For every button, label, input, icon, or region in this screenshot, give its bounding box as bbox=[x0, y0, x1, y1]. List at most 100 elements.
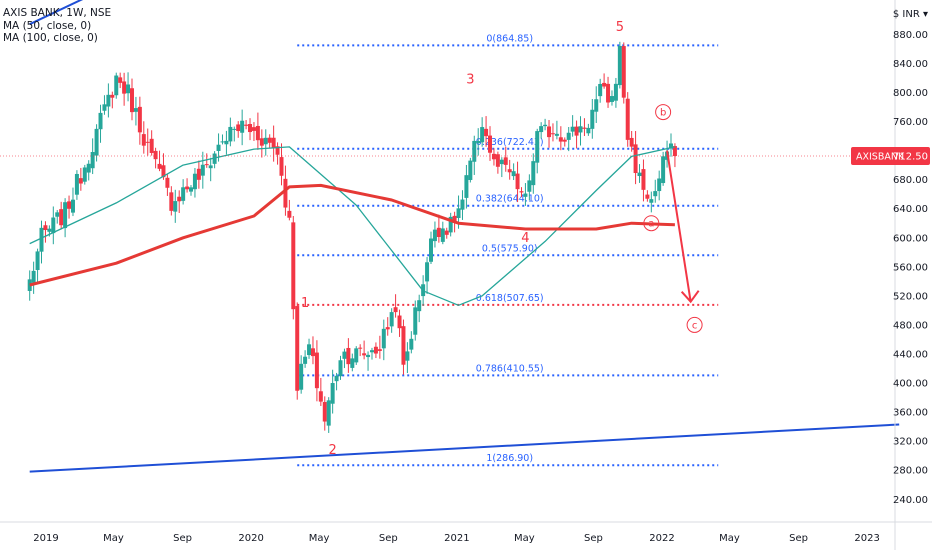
candle-body bbox=[543, 124, 548, 127]
candle bbox=[401, 319, 406, 375]
y-tick-label: 320.00 bbox=[893, 437, 928, 448]
currency-selector[interactable]: $ INR ▾ bbox=[893, 9, 928, 20]
candle bbox=[558, 126, 563, 151]
candle-body bbox=[637, 172, 642, 177]
candle-body bbox=[511, 171, 516, 177]
candle-body bbox=[145, 141, 150, 143]
candle-body bbox=[393, 307, 398, 313]
candle bbox=[625, 92, 630, 147]
candle bbox=[484, 116, 489, 147]
candle bbox=[161, 153, 166, 180]
y-tick-label: 560.00 bbox=[893, 262, 928, 273]
candle-body bbox=[118, 77, 123, 83]
candle bbox=[653, 179, 658, 203]
candle-body bbox=[129, 88, 134, 113]
candle bbox=[59, 201, 64, 230]
y-tick-label: 600.00 bbox=[893, 233, 928, 244]
candle-body bbox=[397, 315, 402, 329]
symbol-title[interactable]: AXIS BANK, 1W, NSE bbox=[3, 7, 112, 19]
candle bbox=[98, 104, 103, 143]
candle-body bbox=[51, 217, 56, 234]
candle-body bbox=[47, 228, 52, 232]
price-tag-bg bbox=[851, 147, 930, 166]
candle bbox=[606, 76, 611, 108]
candle-body bbox=[405, 351, 410, 361]
candle bbox=[255, 112, 260, 150]
candle-body bbox=[63, 202, 68, 229]
x-tick-label: Sep bbox=[173, 533, 192, 544]
x-tick-label: May bbox=[309, 533, 330, 544]
candle bbox=[129, 78, 134, 121]
candle bbox=[106, 83, 111, 118]
candle-body bbox=[621, 46, 626, 98]
ma100-legend[interactable]: MA (100, close, 0) bbox=[3, 32, 98, 44]
wave-label-1: 1 bbox=[301, 296, 309, 311]
candle-body bbox=[354, 348, 359, 363]
candle-body bbox=[649, 199, 654, 203]
candle bbox=[621, 42, 626, 104]
candle bbox=[326, 397, 331, 433]
candle bbox=[267, 134, 272, 149]
candle bbox=[480, 117, 485, 147]
candle bbox=[318, 377, 323, 407]
candle-body bbox=[78, 178, 83, 184]
candle-body bbox=[248, 124, 253, 133]
candle bbox=[523, 183, 528, 206]
candle bbox=[566, 127, 571, 152]
ma50-line bbox=[29, 146, 676, 306]
candle bbox=[212, 151, 217, 169]
candle-body bbox=[535, 131, 540, 163]
candle-body bbox=[212, 153, 217, 164]
candles-layer bbox=[27, 41, 677, 433]
candle-body bbox=[251, 127, 256, 131]
trendline-2 bbox=[29, 423, 900, 473]
candle-body bbox=[389, 312, 394, 327]
moving-averages-layer bbox=[29, 146, 676, 306]
candle bbox=[181, 179, 186, 205]
candle-body bbox=[472, 140, 477, 162]
candle-body bbox=[609, 96, 614, 102]
ma50-legend[interactable]: MA (50, close, 0) bbox=[3, 19, 92, 32]
candle-body bbox=[539, 126, 544, 133]
projection-arrow bbox=[666, 150, 700, 304]
x-tick-label: May bbox=[514, 533, 535, 544]
candle bbox=[499, 157, 504, 178]
candle bbox=[307, 338, 312, 359]
candle-body bbox=[440, 228, 445, 242]
candle-body bbox=[436, 227, 441, 238]
candle bbox=[381, 319, 386, 361]
candle-body bbox=[74, 173, 79, 195]
candle-body bbox=[598, 83, 603, 97]
candle-body bbox=[169, 192, 174, 211]
candle bbox=[287, 199, 292, 221]
fib-level-label: 0.5(575.90) bbox=[482, 243, 538, 254]
candle-body bbox=[94, 128, 99, 156]
trendlines-layer bbox=[29, 0, 900, 473]
candle-body bbox=[625, 98, 630, 140]
candle bbox=[629, 130, 634, 152]
candle bbox=[550, 123, 555, 142]
candle bbox=[141, 121, 146, 154]
candle-body bbox=[668, 143, 673, 149]
y-tick-label: 640.00 bbox=[893, 204, 928, 215]
candle bbox=[224, 130, 229, 155]
candle bbox=[637, 164, 642, 183]
candle-body bbox=[507, 169, 512, 173]
y-tick-label: 880.00 bbox=[893, 30, 928, 41]
candle bbox=[366, 351, 371, 371]
candle-body bbox=[373, 346, 378, 354]
candle bbox=[63, 198, 68, 238]
candle bbox=[543, 118, 548, 131]
candle bbox=[102, 95, 107, 115]
candle-body bbox=[590, 109, 595, 129]
candle bbox=[86, 160, 91, 181]
candle-body bbox=[358, 347, 363, 349]
candle bbox=[78, 167, 83, 191]
candle bbox=[114, 72, 119, 99]
wave-label-2: 2 bbox=[329, 443, 337, 458]
candle-body bbox=[617, 45, 622, 86]
fib-level-label: 0.786(410.55) bbox=[476, 363, 544, 374]
candle-body bbox=[59, 209, 64, 226]
